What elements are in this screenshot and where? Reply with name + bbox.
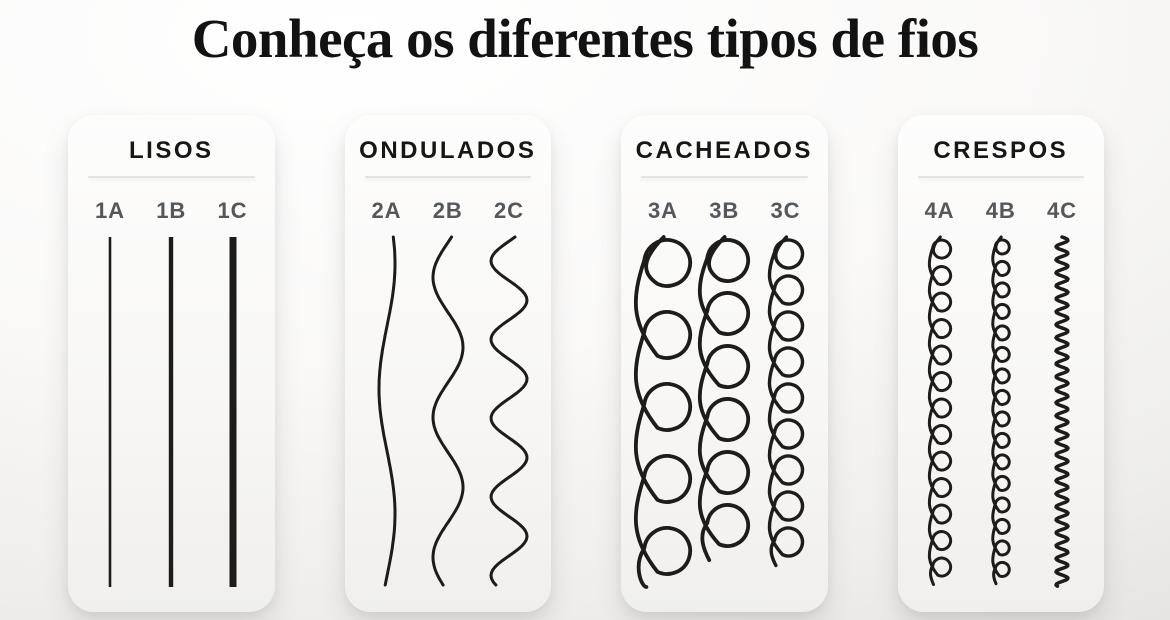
- strand-row: 3A 3B 3C: [621, 198, 828, 590]
- hair-type-cards: LISOS 1A 1B 1C ONDULADOS: [68, 115, 1104, 612]
- strand-label-1c: 1C: [217, 198, 248, 223]
- strand-2b: 2B: [418, 198, 478, 590]
- strand-curve-3b: [698, 235, 751, 562]
- strand-label-3b: 3B: [709, 198, 740, 223]
- card-divider: [641, 176, 808, 178]
- strand-curve-3c: [767, 235, 804, 568]
- strand-row: 4A 4B 4C: [898, 198, 1105, 590]
- strand-4a: 4A: [910, 198, 970, 590]
- strand-label-2b: 2B: [432, 198, 463, 223]
- strand-label-2c: 2C: [493, 198, 525, 223]
- strand-row: 2A 2B 2C: [345, 198, 552, 590]
- strand-3c: 3C: [756, 198, 816, 590]
- strand-3b: 3B: [694, 198, 754, 590]
- strand-curve-2c: [489, 235, 529, 587]
- strand-label-4c: 4C: [1046, 198, 1078, 223]
- strand-label-1a: 1A: [94, 198, 126, 223]
- strand-label-2a: 2A: [371, 198, 402, 223]
- strand-label-4a: 4A: [924, 198, 955, 223]
- strand-curve-4b: [991, 235, 1011, 586]
- strand-1a: 1A: [80, 198, 140, 590]
- strand-curve-4a: [927, 235, 952, 586]
- card-heading-lisos: LISOS: [128, 137, 214, 164]
- card-cacheados: CACHEADOS 3A 3B 3C: [621, 115, 828, 612]
- strand-2a: 2A: [357, 198, 417, 590]
- strand-label-3a: 3A: [647, 198, 679, 223]
- card-heading-cacheados: CACHEADOS: [635, 137, 813, 164]
- strand-label-3c: 3C: [770, 198, 801, 223]
- strand-4b: 4B: [971, 198, 1031, 590]
- strand-curve-2b: [431, 235, 465, 587]
- strand-label-4b: 4B: [985, 198, 1016, 223]
- strand-2c: 2C: [479, 198, 539, 590]
- page-title: Conheça os diferentes tipos de fios: [191, 8, 979, 69]
- card-heading-crespos: CRESPOS: [933, 137, 1069, 164]
- strand-curve-4c: [1054, 235, 1070, 588]
- strand-row: 1A 1B 1C: [68, 198, 275, 590]
- card-divider: [364, 176, 531, 178]
- strand-curve-1c: [229, 237, 236, 587]
- card-heading-ondulados: ONDULADOS: [359, 137, 537, 164]
- strand-label-1b: 1B: [156, 198, 187, 223]
- strand-curve-2a: [377, 235, 396, 587]
- card-divider: [88, 176, 255, 178]
- strand-4c: 4C: [1032, 198, 1092, 590]
- card-lisos: LISOS 1A 1B 1C: [68, 115, 275, 612]
- card-crespos: CRESPOS 4A 4B 4C: [897, 115, 1105, 612]
- strand-1b: 1B: [141, 198, 201, 590]
- strand-curve-1b: [169, 237, 174, 587]
- card-divider: [917, 176, 1084, 178]
- card-ondulados: ONDULADOS 2A 2B 2C: [344, 115, 552, 612]
- strand-3a: 3A: [633, 198, 693, 590]
- strand-curve-3a: [634, 235, 692, 589]
- strand-curve-1a: [108, 237, 112, 587]
- strand-1c: 1C: [203, 198, 263, 590]
